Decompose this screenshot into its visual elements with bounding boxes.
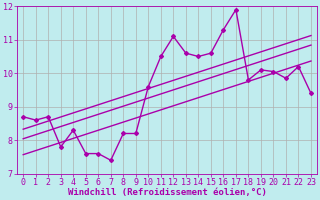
- X-axis label: Windchill (Refroidissement éolien,°C): Windchill (Refroidissement éolien,°C): [68, 188, 267, 197]
